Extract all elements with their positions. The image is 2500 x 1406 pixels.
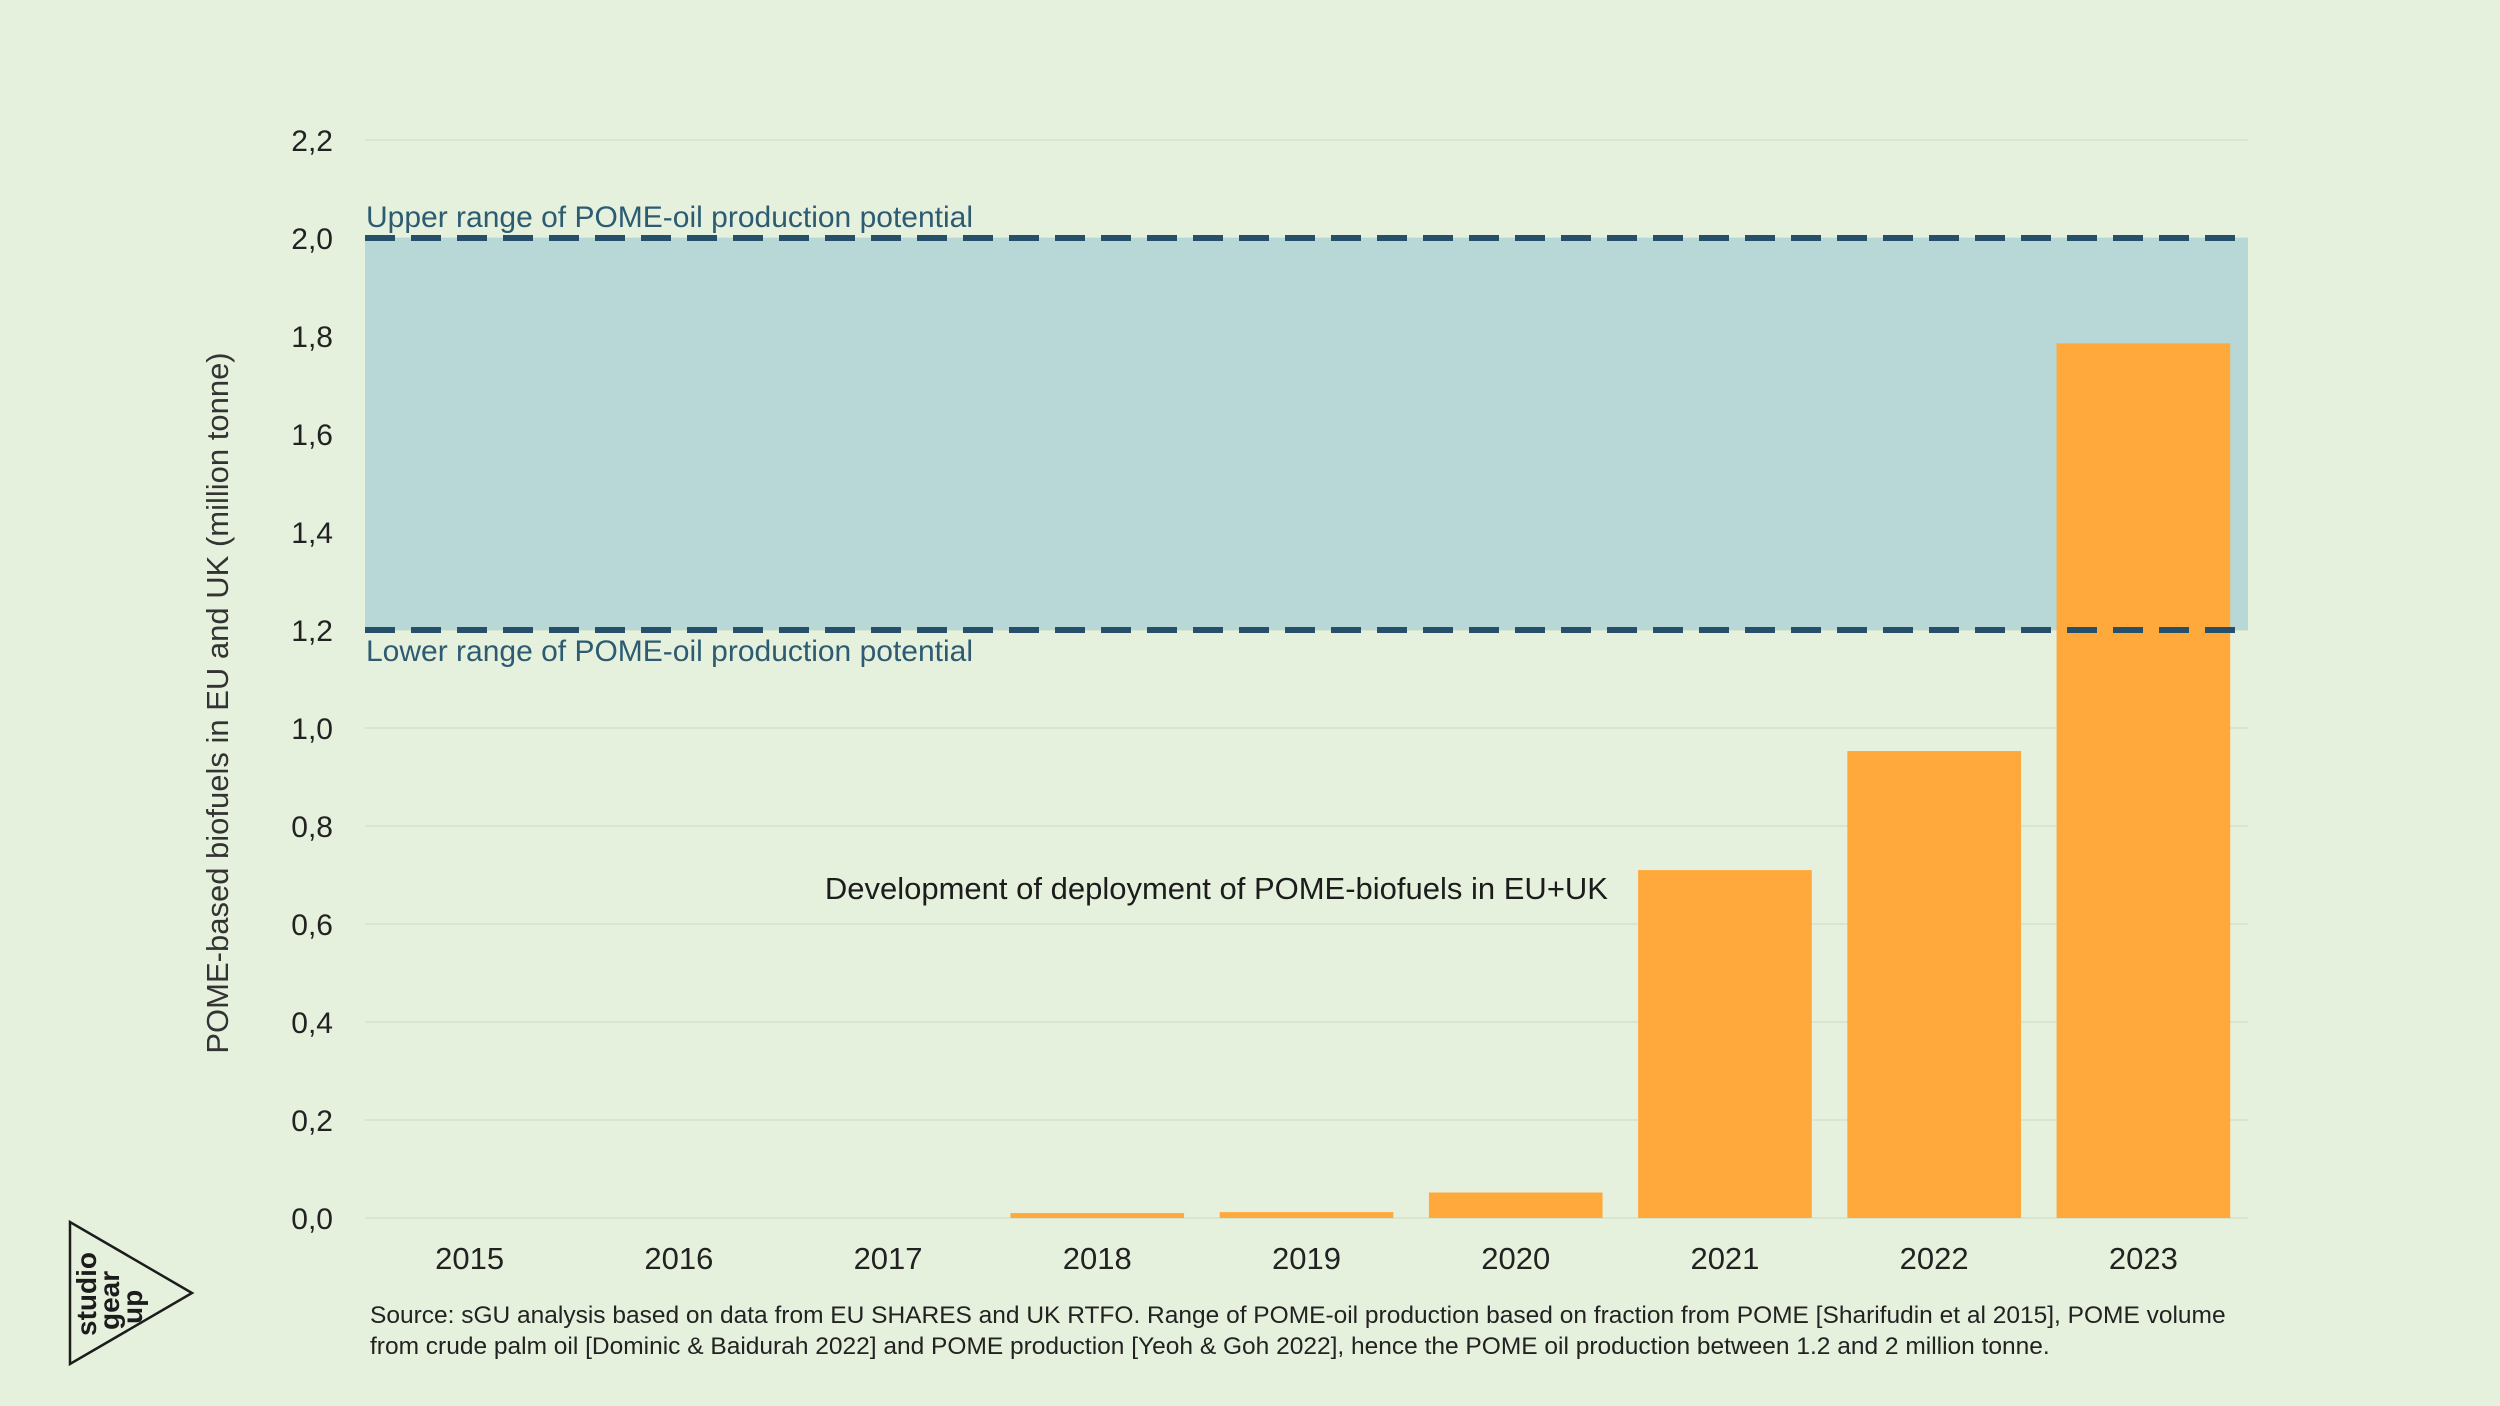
y-tick-label: 2,2: [291, 125, 333, 158]
y-tick-label: 0,8: [291, 811, 333, 844]
source-note: Source: sGU analysis based on data from …: [370, 1302, 2226, 1360]
svg-text:gear: gear: [94, 1271, 125, 1330]
y-axis-label: POME-based biofuels in EU and UK (millio…: [200, 352, 235, 1054]
upper-range-label: Upper range of POME-oil production poten…: [366, 201, 973, 234]
x-tick-labels: 2015 2016 2017 2018 2019 2020 2021 2022 2023: [435, 1241, 2178, 1276]
y-tick-label: 1,2: [291, 615, 333, 648]
y-tick-label: 0,2: [291, 1105, 333, 1138]
bar-2021: [1638, 870, 1812, 1218]
x-tick-label: 2019: [1272, 1241, 1341, 1276]
y-tick-label: 2,0: [291, 223, 333, 256]
bar-2022: [1847, 751, 2021, 1218]
x-tick-label: 2016: [644, 1241, 713, 1276]
production-potential-band: [365, 238, 2248, 630]
y-tick-label: 1,8: [291, 321, 333, 354]
lower-range-label: Lower range of POME-oil production poten…: [366, 635, 973, 668]
bar-2020: [1428, 1192, 1603, 1218]
y-tick-label: 1,4: [291, 517, 333, 550]
x-tick-label: 2015: [435, 1241, 504, 1276]
studio-gear-up-logo: studio gear up: [68, 1219, 195, 1367]
y-tick-label: 1,0: [291, 713, 333, 746]
y-tick-label: 0,6: [291, 909, 333, 942]
x-tick-label: 2021: [1690, 1241, 1759, 1276]
bars-group: [1010, 343, 2231, 1219]
y-tick-label: 1,6: [291, 419, 333, 452]
x-tick-label: 2018: [1063, 1241, 1132, 1276]
bar-2019: [1219, 1212, 1394, 1218]
bar-2018: [1010, 1213, 1185, 1218]
y-tick-label: 0,4: [291, 1007, 333, 1040]
x-tick-label: 2017: [854, 1241, 923, 1276]
svg-text:studio: studio: [71, 1252, 102, 1336]
x-tick-label: 2022: [1900, 1241, 1969, 1276]
y-tick-label: 0,0: [291, 1203, 333, 1236]
y-tick-labels: 0,0 0,2 0,4 0,6 0,8 1,0 1,2 1,4 1,6 1,8 2,0 2,2: [291, 125, 333, 1236]
svg-text:up: up: [117, 1290, 148, 1324]
deployment-annotation: Development of deployment of POME-biofue…: [825, 871, 1608, 906]
x-tick-label: 2020: [1481, 1241, 1550, 1276]
x-tick-label: 2023: [2109, 1241, 2178, 1276]
bar-2023: [2056, 343, 2231, 1219]
